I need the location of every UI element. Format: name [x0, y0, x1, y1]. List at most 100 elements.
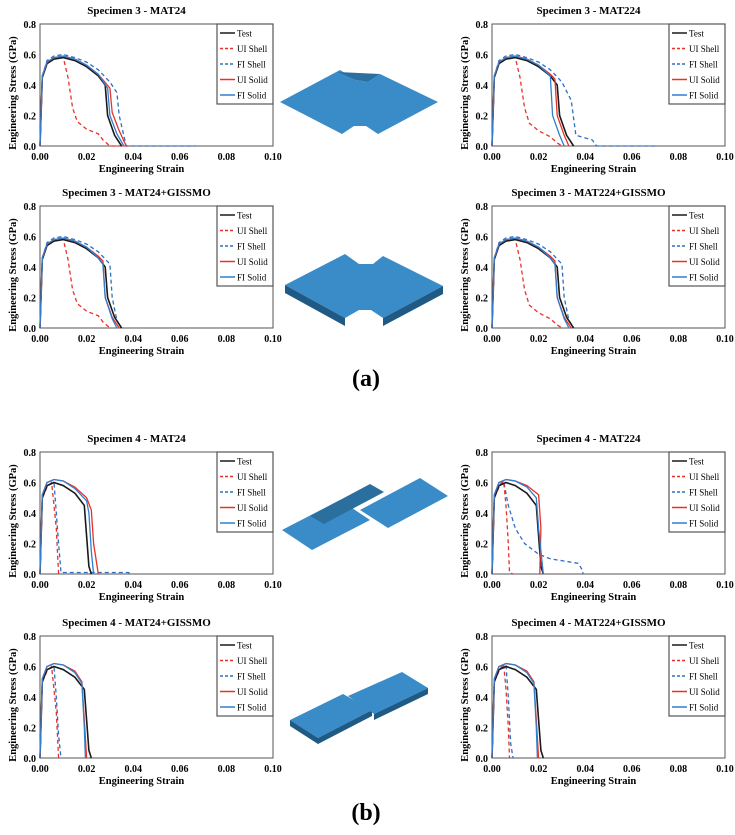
- series-line-ui-solid: [491, 662, 540, 759]
- series-line-test: [39, 238, 123, 329]
- specimen-4-solid-image: [290, 672, 428, 744]
- chart-title: Specimen 3 - MAT24+GISSMO: [62, 187, 211, 199]
- legend-label: UI Shell: [689, 226, 720, 236]
- y-tick-label: 0.8: [24, 20, 37, 31]
- y-tick-label: 0.8: [476, 632, 489, 643]
- series-line-ui-solid: [39, 662, 88, 759]
- x-axis-label: Engineering Strain: [551, 776, 637, 787]
- y-tick-label: 0.8: [476, 202, 489, 213]
- legend-label: Test: [689, 641, 704, 651]
- x-tick-label: 0.10: [264, 764, 282, 775]
- x-tick-label: 0.04: [124, 580, 142, 591]
- legend-label: FI Shell: [237, 60, 266, 70]
- chart-2: Specimen 3 - MAT224 0.0 0.2 0.4 0.6 0.8 0.00 0.…: [460, 5, 734, 175]
- x-axis-label: Engineering Strain: [99, 592, 185, 603]
- x-tick-label: 0.02: [78, 764, 96, 775]
- legend-label: FI Solid: [689, 519, 719, 529]
- specimen-4-shell-image: [282, 478, 448, 550]
- x-tick-label: 0.10: [716, 152, 734, 163]
- series-line-test: [491, 56, 575, 147]
- x-tick-label: 0.10: [264, 580, 282, 591]
- x-tick-label: 0.02: [530, 334, 548, 345]
- x-tick-label: 0.10: [716, 764, 734, 775]
- series-line-fi-shell: [39, 53, 197, 147]
- legend-label: FI Shell: [689, 488, 718, 498]
- series-line-ui-solid: [491, 478, 542, 575]
- x-tick-label: 0.06: [171, 764, 189, 775]
- chart-title: Specimen 3 - MAT224+GISSMO: [511, 187, 666, 199]
- chart-6: Specimen 4 - MAT224 0.0 0.2 0.4 0.6 0.8 0.00 0.…: [460, 433, 734, 603]
- series-line-fi-solid: [491, 237, 570, 329]
- x-tick-label: 0.00: [31, 764, 49, 775]
- legend-label: UI Solid: [237, 503, 268, 513]
- x-tick-label: 0.02: [78, 334, 96, 345]
- legend-label: FI Solid: [689, 273, 719, 283]
- legend-label: UI Shell: [237, 656, 268, 666]
- series-line-test: [39, 481, 93, 575]
- x-tick-label: 0.08: [218, 580, 236, 591]
- x-axis-label: Engineering Strain: [551, 346, 637, 357]
- y-tick-label: 0.8: [24, 632, 37, 643]
- y-tick-label: 0.0: [476, 754, 489, 765]
- series-line-fi-shell: [491, 53, 656, 147]
- y-tick-label: 0.2: [476, 112, 489, 123]
- x-tick-label: 0.08: [670, 764, 688, 775]
- chart-title: Specimen 4 - MAT224+GISSMO: [511, 617, 666, 629]
- x-tick-label: 0.02: [530, 764, 548, 775]
- x-tick-label: 0.08: [670, 334, 688, 345]
- legend-label: UI Shell: [689, 44, 720, 54]
- x-tick-label: 0.00: [31, 152, 49, 163]
- y-tick-label: 0.6: [24, 233, 37, 244]
- chart-3: Specimen 3 - MAT24+GISSMO 0.0 0.2 0.4 0.6 0.8…: [8, 187, 282, 357]
- y-tick-label: 0.0: [24, 324, 37, 335]
- y-tick-label: 0.2: [476, 724, 489, 735]
- chart-title: Specimen 3 - MAT24: [87, 5, 186, 17]
- y-tick-label: 0.0: [476, 324, 489, 335]
- x-tick-label: 0.04: [576, 152, 594, 163]
- legend-label: FI Shell: [237, 672, 266, 682]
- chart-7: Specimen 4 - MAT24+GISSMO 0.0 0.2 0.4 0.6 0.8…: [8, 617, 282, 787]
- y-tick-label: 0.4: [24, 509, 37, 520]
- legend-label: Test: [237, 211, 252, 221]
- y-tick-label: 0.0: [24, 142, 37, 153]
- legend-label: UI Solid: [689, 75, 720, 85]
- series-line-ui-solid: [39, 237, 120, 329]
- y-tick-label: 0.2: [476, 294, 489, 305]
- series-line-test: [491, 238, 575, 329]
- y-axis-label: Engineering Stress (GPa): [460, 464, 471, 578]
- legend-label: UI Solid: [237, 257, 268, 267]
- y-axis-label: Engineering Stress (GPa): [460, 218, 471, 332]
- legend-label: Test: [689, 29, 704, 39]
- x-tick-label: 0.02: [78, 152, 96, 163]
- y-axis-label: Engineering Stress (GPa): [8, 218, 19, 332]
- series-line-fi-solid: [491, 662, 539, 759]
- chart-5: Specimen 4 - MAT24 0.0 0.2 0.4 0.6 0.8 0.00 0.0…: [8, 433, 282, 603]
- x-axis-label: Engineering Strain: [551, 592, 637, 603]
- x-tick-label: 0.04: [124, 764, 142, 775]
- x-tick-label: 0.06: [623, 764, 641, 775]
- x-tick-label: 0.00: [483, 580, 501, 591]
- x-tick-label: 0.06: [623, 580, 641, 591]
- x-axis-label: Engineering Strain: [99, 164, 185, 175]
- series-line-fi-solid: [491, 55, 565, 147]
- y-tick-label: 0.6: [24, 663, 37, 674]
- x-tick-label: 0.04: [124, 152, 142, 163]
- legend-label: UI Solid: [689, 687, 720, 697]
- legend-label: FI Solid: [237, 519, 267, 529]
- x-tick-label: 0.04: [576, 334, 594, 345]
- x-tick-label: 0.10: [264, 152, 282, 163]
- legend-label: Test: [689, 211, 704, 221]
- legend-label: UI Shell: [689, 656, 720, 666]
- y-axis-label: Engineering Stress (GPa): [8, 648, 19, 762]
- legend-label: Test: [237, 457, 252, 467]
- series-line-ui-solid: [491, 237, 572, 329]
- series-line-fi-shell: [39, 235, 123, 329]
- y-axis-label: Engineering Stress (GPa): [8, 36, 19, 150]
- y-tick-label: 0.0: [476, 142, 489, 153]
- y-tick-label: 0.2: [24, 724, 37, 735]
- x-axis-label: Engineering Strain: [99, 776, 185, 787]
- y-tick-label: 0.8: [24, 202, 37, 213]
- legend-label: UI Solid: [237, 687, 268, 697]
- chart-8: Specimen 4 - MAT224+GISSMO 0.0 0.2 0.4 0.6 0.…: [460, 617, 734, 787]
- x-tick-label: 0.00: [31, 580, 49, 591]
